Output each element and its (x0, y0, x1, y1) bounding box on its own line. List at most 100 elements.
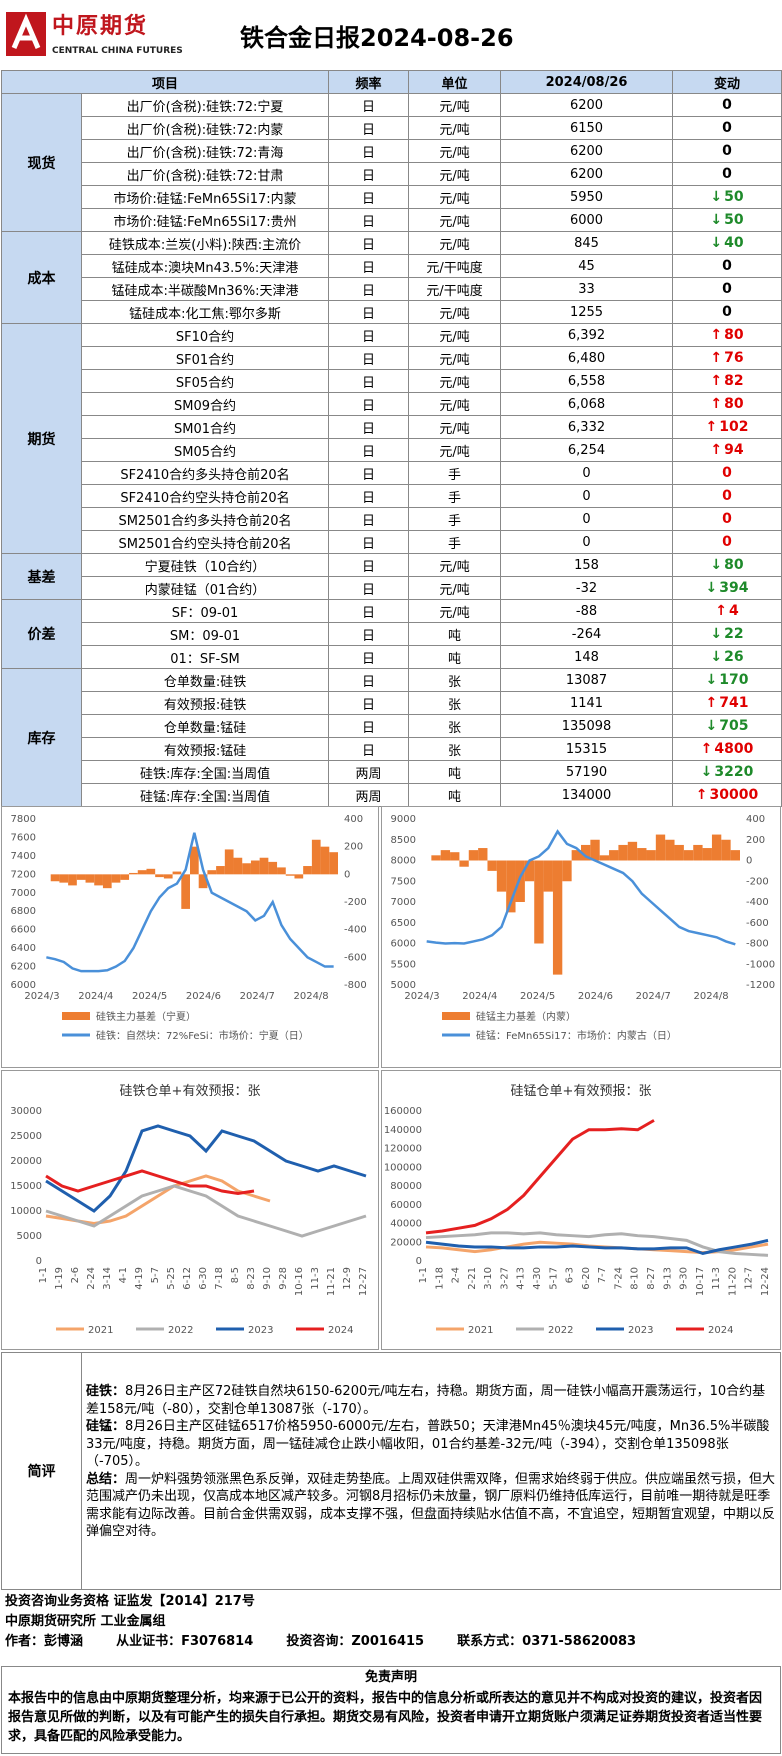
y-left-tick-label: 5000 (391, 980, 416, 991)
change-value: 394 (719, 580, 749, 596)
chart-series-line (425, 1231, 769, 1257)
item-cell: 仓单数量:硅铁 (80, 668, 330, 692)
x-tick-label: 7-7 (597, 1267, 608, 1283)
value-cell: 6,332 (500, 415, 674, 439)
x-tick-label: 9-13 (662, 1267, 673, 1290)
value-cell: 0 (500, 507, 674, 531)
chart-bar (655, 834, 666, 861)
category-cell: 现货 (1, 93, 82, 232)
item-cell: SM09合约 (80, 392, 330, 416)
change-value: 102 (719, 419, 749, 435)
change-value: 30000 (709, 787, 759, 803)
x-tick-label: 2024/3 (404, 991, 439, 1002)
table-header-row: 项目 频率 单位 2024/08/26 变动 (0, 70, 782, 94)
footer-consult: 投资咨询：Z0016415 (286, 1634, 425, 1649)
change-value: 0 (722, 511, 732, 527)
y-right-tick-label: -200 (344, 897, 367, 908)
x-tick-label: 2024/5 (520, 991, 555, 1002)
chart-bar (85, 874, 95, 883)
x-tick-label: 9-30 (679, 1267, 690, 1290)
x-tick-label: 12-24 (760, 1267, 771, 1296)
chart-bar (515, 860, 525, 902)
footer-contact: 联系方式：0371-58620083 (457, 1634, 637, 1649)
chart-bar (431, 855, 441, 861)
chart-bar (329, 852, 338, 875)
arrow-up-icon: ↑ (705, 419, 718, 435)
value-cell: 845 (500, 231, 674, 255)
value-cell: -88 (500, 599, 674, 623)
unit-cell: 元/吨 (408, 185, 502, 209)
footer-institute: 中原期货研究所 工业金属组 (5, 1614, 166, 1629)
chart-bar (172, 871, 182, 875)
y-left-tick-label: 6000 (391, 939, 416, 950)
change-value: 80 (724, 557, 744, 573)
x-tick-label: 7-24 (613, 1267, 624, 1290)
chart-bar (190, 846, 199, 875)
arrow-up-icon: ↑ (715, 603, 727, 619)
chart-bar (450, 852, 460, 861)
change-value: 4 (729, 603, 739, 619)
table-row: 基差 宁夏硅铁（10合约）日元/吨 158 ↓ 80 (1, 553, 782, 600)
freq-cell: 日 (328, 277, 410, 301)
category-cell: 成本 (1, 231, 82, 324)
item-cell: 有效预报:硅铁 (80, 691, 330, 715)
table-row: 出厂价(含税):硅铁:72:甘肃日元/吨 6200 0 (2, 162, 782, 186)
chart-bar (224, 849, 234, 875)
freq-cell: 日 (328, 231, 410, 255)
y-tick-label: 0 (36, 1256, 42, 1267)
change-value: 82 (724, 373, 744, 389)
unit-cell: 吨 (408, 783, 502, 807)
item-cell: 宁夏硅铁（10合约） (80, 553, 330, 577)
change-value: 50 (724, 189, 744, 205)
table-row: 硅锰:库存:全国:当周值 两周吨 134000 ↑ 30000 (2, 783, 782, 807)
y-right-tick-label: 200 (746, 835, 765, 846)
x-tick-label: 6-30 (198, 1267, 209, 1290)
y-tick-label: 25000 (10, 1131, 42, 1142)
change-cell: ↓ 170 (672, 668, 782, 692)
legend-label: 2023 (628, 1325, 653, 1336)
x-tick-label: 1-1 (38, 1267, 49, 1283)
value-cell: 57190 (500, 760, 674, 784)
chart-line (426, 829, 736, 946)
y-left-tick-label: 8000 (391, 856, 416, 867)
y-left-tick-label: 6600 (11, 925, 36, 936)
unit-cell: 手 (408, 507, 502, 531)
x-tick-label: 6-20 (581, 1267, 592, 1290)
x-tick-label: 12-27 (358, 1267, 369, 1296)
arrow-up-icon: ↑ (710, 373, 723, 389)
x-tick-label: 3-14 (102, 1267, 113, 1290)
x-tick-label: 8-23 (246, 1267, 257, 1290)
y-right-tick-label: 0 (746, 856, 752, 867)
unit-cell: 张 (408, 714, 502, 738)
table-row: 硅铁:库存:全国:当周值 两周吨 57190 ↓ 3220 (2, 760, 782, 784)
value-cell: 33 (500, 277, 674, 301)
table-row: 有效预报:硅铁日张 1141 ↑ 741 (2, 691, 782, 715)
change-cell: ↓ 705 (672, 714, 782, 738)
arrow-down-icon: ↓ (705, 580, 718, 596)
value-cell: 5950 (500, 185, 674, 209)
col-header-item: 项目 (0, 70, 330, 94)
y-tick-label: 140000 (384, 1125, 422, 1136)
arrow-down-icon: ↓ (700, 764, 713, 780)
x-tick-label: 2024/5 (132, 991, 167, 1002)
table-row: 成本 硅铁成本:兰炭(小料):陕西:主流价日元/吨 845 ↓ 40 (1, 231, 782, 324)
freq-cell: 日 (328, 714, 410, 738)
chart-bar (571, 850, 581, 861)
freq-cell: 两周 (328, 760, 410, 784)
chart-bar (506, 860, 516, 913)
change-value: 22 (724, 626, 744, 642)
item-cell: 硅铁:库存:全国:当周值 (80, 760, 330, 784)
change-cell: ↓ 22 (672, 622, 782, 646)
change-cell: ↑ 4800 (672, 737, 782, 761)
legend-label: 2021 (468, 1325, 493, 1336)
unit-cell: 元/吨 (408, 300, 502, 324)
unit-cell: 吨 (408, 645, 502, 669)
chart-bar (259, 857, 269, 875)
logo-chinese-name: 中原期货 (52, 14, 149, 39)
chart-bar (468, 850, 479, 861)
y-right-tick-label: 400 (344, 814, 363, 825)
chart-title: 硅锰仓单+有效预报：张 (511, 1084, 652, 1099)
freq-cell: 日 (328, 369, 410, 393)
chart-bar (440, 850, 451, 861)
arrow-up-icon: ↑ (700, 741, 713, 757)
